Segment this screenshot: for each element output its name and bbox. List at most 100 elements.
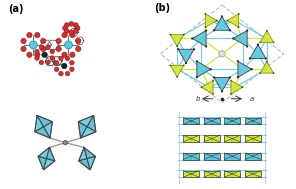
Circle shape (205, 29, 207, 32)
Circle shape (266, 30, 268, 32)
Circle shape (46, 45, 50, 49)
Polygon shape (78, 115, 94, 127)
Circle shape (59, 71, 63, 76)
Circle shape (27, 33, 32, 38)
FancyBboxPatch shape (204, 153, 220, 160)
Polygon shape (231, 81, 242, 94)
FancyBboxPatch shape (224, 118, 240, 124)
FancyBboxPatch shape (183, 153, 199, 160)
Circle shape (46, 60, 50, 65)
Circle shape (65, 29, 69, 33)
Circle shape (216, 20, 218, 21)
Polygon shape (202, 81, 213, 94)
Circle shape (226, 20, 228, 21)
Polygon shape (233, 30, 247, 46)
Polygon shape (79, 147, 87, 161)
Circle shape (29, 41, 37, 49)
Circle shape (50, 56, 54, 60)
Circle shape (73, 23, 78, 27)
Circle shape (191, 37, 193, 40)
Circle shape (69, 30, 74, 35)
Circle shape (35, 49, 39, 54)
Circle shape (183, 64, 185, 66)
Polygon shape (192, 30, 206, 46)
Circle shape (59, 56, 63, 61)
Circle shape (56, 46, 61, 52)
Polygon shape (35, 127, 50, 138)
Circle shape (176, 45, 178, 47)
Circle shape (62, 26, 67, 30)
Circle shape (266, 61, 268, 62)
Circle shape (213, 29, 215, 31)
Circle shape (183, 34, 185, 36)
FancyBboxPatch shape (245, 153, 261, 160)
Circle shape (170, 34, 171, 36)
Circle shape (70, 33, 75, 38)
Circle shape (259, 41, 261, 43)
Circle shape (65, 71, 70, 76)
Circle shape (242, 86, 243, 88)
Circle shape (229, 29, 231, 31)
FancyBboxPatch shape (204, 135, 220, 142)
Circle shape (205, 45, 207, 48)
Circle shape (205, 26, 206, 28)
Polygon shape (84, 147, 96, 159)
Polygon shape (214, 16, 230, 30)
Polygon shape (87, 156, 96, 170)
Polygon shape (205, 14, 217, 27)
Circle shape (205, 13, 206, 15)
FancyBboxPatch shape (204, 118, 220, 124)
Circle shape (232, 37, 234, 40)
FancyBboxPatch shape (245, 118, 261, 124)
FancyBboxPatch shape (224, 135, 240, 142)
Circle shape (246, 45, 248, 48)
Circle shape (196, 60, 198, 62)
Circle shape (185, 62, 187, 64)
Polygon shape (44, 122, 52, 138)
Polygon shape (37, 115, 52, 127)
Circle shape (65, 41, 73, 49)
Text: $a$: $a$ (249, 95, 255, 103)
Polygon shape (79, 159, 90, 170)
Circle shape (35, 56, 39, 60)
Circle shape (63, 140, 67, 145)
Circle shape (265, 57, 267, 60)
Text: (a): (a) (8, 4, 24, 14)
Circle shape (273, 72, 274, 74)
Polygon shape (46, 147, 55, 161)
Circle shape (210, 68, 212, 70)
Circle shape (65, 23, 69, 27)
Circle shape (54, 60, 59, 65)
Circle shape (39, 45, 44, 49)
FancyBboxPatch shape (183, 135, 199, 142)
Circle shape (238, 26, 239, 28)
Circle shape (230, 93, 232, 95)
Polygon shape (87, 115, 96, 132)
Circle shape (75, 46, 81, 52)
Polygon shape (38, 147, 49, 159)
Circle shape (73, 29, 78, 33)
Polygon shape (238, 61, 252, 77)
Circle shape (35, 33, 40, 38)
Circle shape (249, 57, 251, 60)
Polygon shape (260, 31, 274, 42)
Circle shape (75, 38, 81, 44)
FancyBboxPatch shape (245, 135, 261, 142)
Text: (b): (b) (154, 3, 170, 12)
FancyBboxPatch shape (204, 170, 220, 177)
FancyBboxPatch shape (245, 170, 261, 177)
Circle shape (56, 38, 61, 44)
Circle shape (246, 29, 248, 32)
Circle shape (35, 52, 40, 57)
Polygon shape (170, 65, 184, 77)
Circle shape (273, 41, 274, 43)
Circle shape (221, 90, 223, 92)
FancyBboxPatch shape (224, 170, 240, 177)
Circle shape (50, 49, 54, 54)
Circle shape (221, 15, 223, 18)
Circle shape (75, 26, 80, 30)
Polygon shape (227, 14, 239, 27)
Circle shape (230, 80, 232, 81)
Circle shape (213, 76, 215, 79)
Circle shape (193, 48, 195, 50)
